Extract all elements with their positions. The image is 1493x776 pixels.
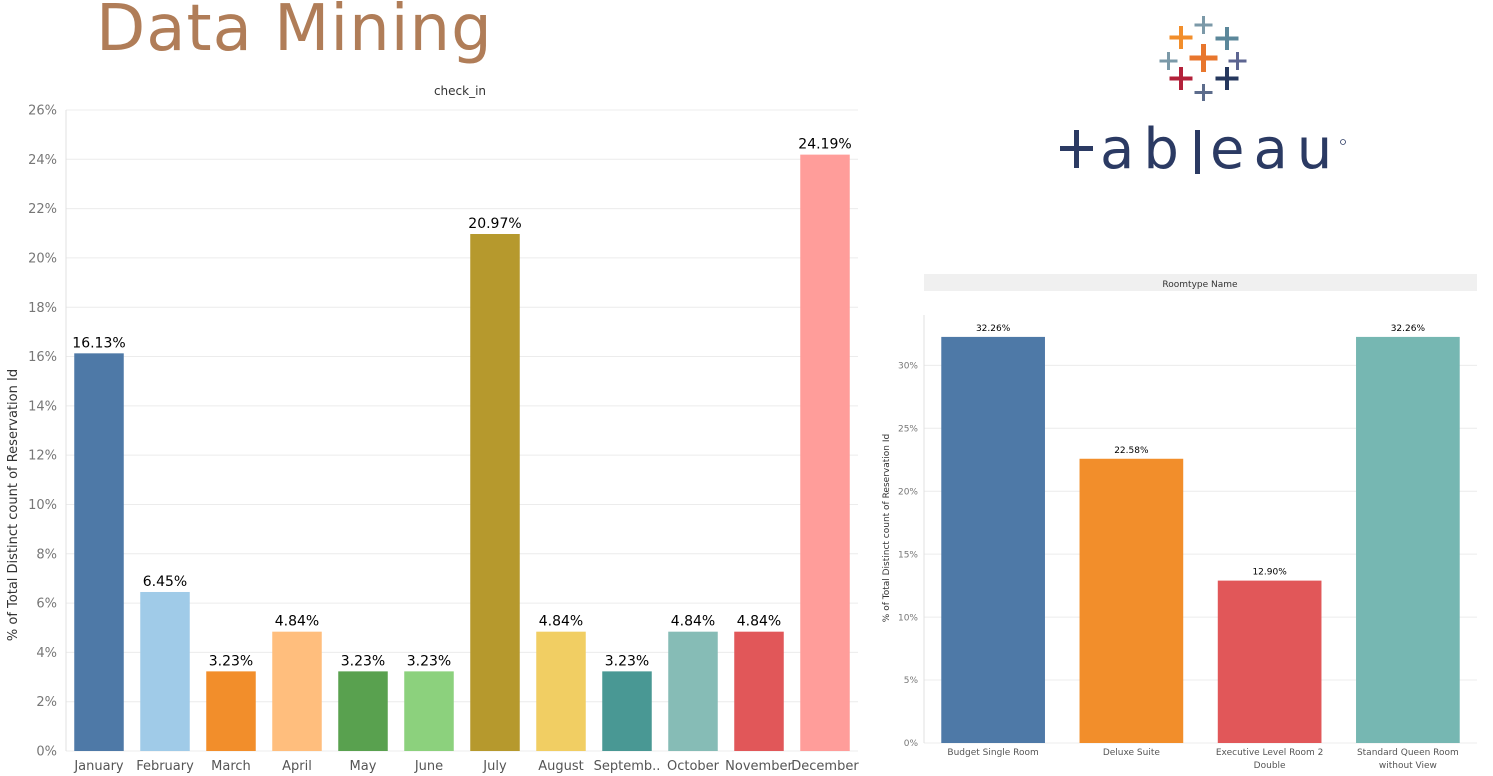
y-tick-label: 14%	[28, 399, 57, 414]
tableau-crosses-icon	[1159, 16, 1247, 101]
data-label: 22.58%	[1114, 446, 1149, 456]
x-tick-label: February	[136, 759, 194, 774]
y-axis-label: % of Total Distinct count of Reservation…	[882, 434, 892, 622]
x-tick-label: Deluxe Suite	[1103, 748, 1161, 758]
y-tick-label: 22%	[28, 202, 57, 217]
bar	[602, 671, 652, 751]
data-labels: 32.26% 22.58% 12.90% 32.26%	[976, 324, 1426, 578]
data-label: 24.19%	[798, 137, 851, 153]
x-tick-label: March	[211, 759, 251, 774]
x-axis-ticks: Budget Single Room Deluxe Suite Executive …	[947, 748, 1458, 771]
y-axis-ticks: 0% 2% 4% 6% 8% 10% 12% 14% 16% 18% 20% 22% 24% 26%	[28, 104, 57, 760]
bar	[941, 336, 1045, 743]
bar	[536, 631, 586, 751]
bar	[404, 671, 454, 751]
y-tick-label: 18%	[28, 301, 57, 316]
data-label: 4.84%	[539, 614, 583, 630]
data-label: 32.26%	[976, 324, 1011, 334]
data-label: 3.23%	[341, 653, 385, 669]
check-in-month-chart: check_in 0% 2% 4% 6% 8% 10% 12% 14% 16% 18% 20% 22%…	[6, 84, 859, 774]
data-label: 32.26%	[1391, 324, 1426, 334]
bar	[1356, 336, 1460, 743]
y-tick-label: 24%	[28, 153, 57, 168]
data-label: 3.23%	[209, 653, 253, 669]
y-tick-label: 6%	[36, 597, 57, 612]
x-tick-label: Double	[1254, 761, 1286, 771]
bars	[74, 154, 850, 751]
bars	[941, 336, 1460, 743]
data-label: 20.97%	[468, 216, 521, 232]
bar	[470, 234, 520, 751]
x-tick-label: July	[482, 759, 507, 774]
bar	[206, 671, 256, 751]
y-tick-label: 10%	[28, 498, 57, 513]
y-tick-label: 30%	[898, 362, 918, 372]
bar	[734, 631, 784, 751]
x-tick-label: October	[667, 759, 720, 774]
bar	[668, 631, 718, 751]
bar	[800, 154, 850, 751]
y-tick-label: 26%	[28, 104, 57, 119]
data-label: 12.90%	[1252, 568, 1287, 578]
y-tick-label: 4%	[36, 646, 57, 661]
y-tick-label: 0%	[36, 745, 57, 760]
data-label: 3.23%	[407, 653, 451, 669]
chart-header: Roomtype Name	[1162, 280, 1238, 290]
x-tick-label: November	[725, 759, 793, 774]
x-tick-label: May	[350, 759, 377, 774]
bar	[140, 591, 190, 751]
data-label: 4.84%	[737, 614, 781, 630]
y-tick-label: 0%	[904, 739, 919, 749]
tableau-logo: ab eau	[1060, 16, 1346, 182]
data-label: 4.84%	[671, 614, 715, 630]
chart-header-band	[924, 274, 1477, 291]
bar	[74, 353, 124, 751]
y-tick-label: 8%	[36, 547, 57, 562]
x-tick-label: April	[282, 759, 312, 774]
y-tick-label: 2%	[36, 695, 57, 710]
y-tick-label: 20%	[28, 251, 57, 266]
data-label: 16.13%	[72, 335, 125, 351]
data-label: 3.23%	[605, 653, 649, 669]
x-tick-label: Executive Level Room 2	[1216, 748, 1324, 758]
svg-text:eau: eau	[1210, 117, 1341, 182]
roomtype-chart: Roomtype Name 0% 5% 10% 15% 20% 25% 30% 32.26%…	[882, 274, 1477, 771]
y-tick-label: 16%	[28, 350, 57, 365]
tableau-wordmark: ab eau	[1060, 117, 1346, 182]
x-tick-label: Budget Single Room	[947, 748, 1038, 758]
y-tick-label: 5%	[904, 676, 919, 686]
y-tick-label: 15%	[898, 550, 918, 560]
y-tick-label: 25%	[898, 424, 918, 434]
svg-text:ab: ab	[1100, 117, 1188, 182]
y-tick-label: 20%	[898, 487, 918, 497]
data-label: 6.45%	[143, 574, 187, 590]
x-tick-label: June	[414, 759, 443, 774]
x-tick-label: without View	[1379, 761, 1437, 771]
bar	[338, 671, 388, 751]
y-axis-label: % of Total Distinct count of Reservation…	[6, 369, 21, 641]
bar	[1079, 458, 1184, 743]
page-title: Data Mining	[96, 0, 493, 66]
data-label: 4.84%	[275, 614, 319, 630]
y-tick-label: 12%	[28, 449, 57, 464]
x-tick-label: December	[791, 759, 859, 774]
y-axis-ticks: 0% 5% 10% 15% 20% 25% 30%	[898, 362, 918, 750]
x-tick-label: Standard Queen Room	[1357, 748, 1459, 758]
x-axis-ticks: January February March April May June July Augu…	[73, 759, 859, 774]
x-tick-label: January	[73, 759, 124, 774]
chart-header: check_in	[434, 84, 486, 98]
x-tick-label: August	[538, 759, 584, 774]
gridlines	[65, 109, 858, 752]
data-labels: 16.13% 6.45% 3.23% 4.84% 3.23% 3.23% 20.97% 4.8…	[72, 137, 851, 670]
x-tick-label: Septemb..	[594, 759, 661, 774]
bar	[1217, 580, 1322, 743]
bar	[272, 631, 322, 751]
y-tick-label: 10%	[898, 613, 918, 623]
